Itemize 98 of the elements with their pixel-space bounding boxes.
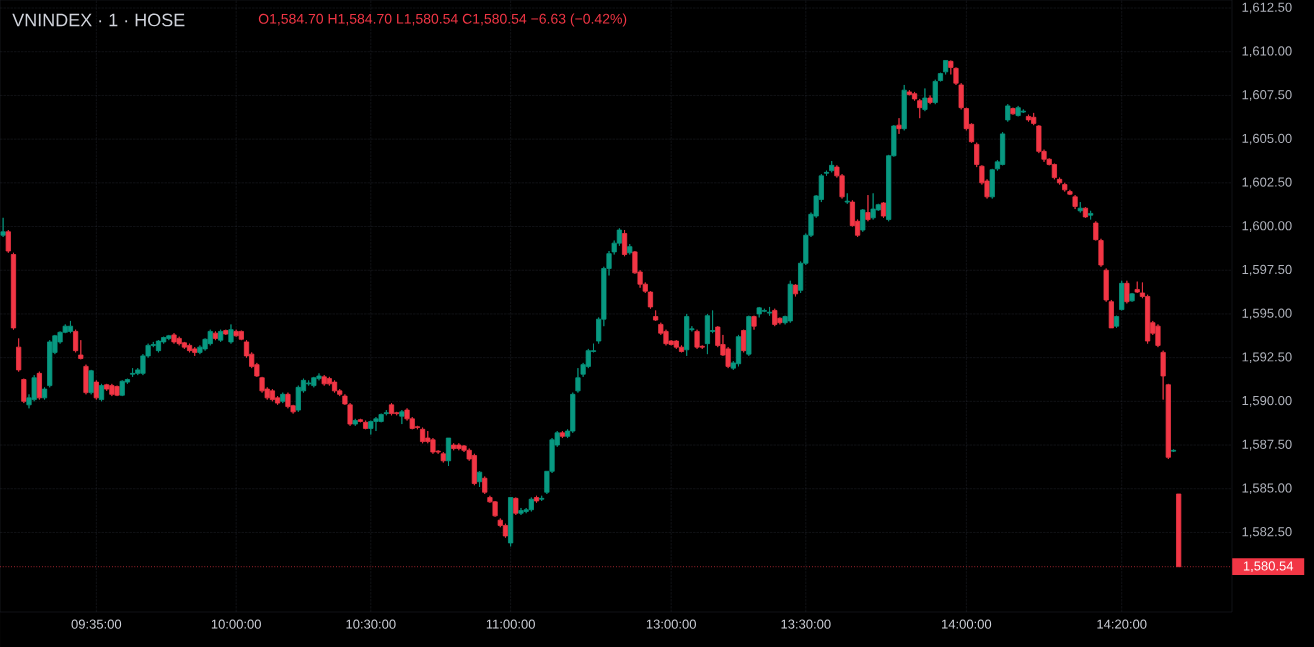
candlestick [922, 88, 928, 112]
candlestick [36, 371, 42, 400]
candlestick [41, 386, 48, 400]
candlestick [860, 208, 866, 233]
candlestick [1025, 114, 1032, 123]
candlestick [917, 98, 923, 119]
candlestick [21, 378, 27, 404]
y-tick-label: 1,600.00 [1242, 221, 1292, 232]
y-tick-label: 1,592.50 [1242, 352, 1292, 364]
candlestick [513, 497, 519, 516]
candlestick [559, 430, 565, 439]
candlestick [16, 338, 22, 373]
candlestick [751, 315, 757, 331]
x-tick-label: 10:30:00 [346, 619, 396, 629]
y-tick-label: 1,597.50 [1242, 264, 1292, 276]
candlestick [653, 310, 659, 322]
y-tick-label: 1,590.00 [1242, 395, 1292, 407]
candlestick [0, 217, 6, 238]
candlestick [78, 339, 84, 360]
ref-line-label: 1,580.54 [1243, 561, 1294, 573]
candlestick [368, 420, 374, 435]
y-tick-label: 1,607.50 [1242, 90, 1292, 101]
y-tick-label: 1,582.50 [1242, 527, 1292, 538]
candlestick [212, 331, 219, 341]
candlestick [539, 495, 545, 502]
candlestick [228, 324, 234, 345]
candlestick [399, 409, 405, 425]
candlestick [1170, 449, 1177, 453]
text: VNINDEX · 1 · HOSE [12, 13, 185, 27]
candlestick [445, 437, 452, 467]
candlestick [5, 229, 11, 254]
candlestick [792, 283, 799, 297]
candlestick [73, 329, 79, 353]
candlestick [1082, 206, 1089, 219]
y-tick-label: 1,612.50 [1242, 2, 1292, 14]
candlestick [943, 60, 949, 75]
candlestick [388, 402, 395, 416]
y-tick-label: 1,585.00 [1242, 483, 1292, 495]
candlestick [1108, 299, 1114, 329]
candlestick [476, 470, 483, 488]
x-tick-label: 14:00:00 [942, 619, 992, 629]
x-tick-label: 09:35:00 [71, 619, 122, 629]
candlestick [1113, 315, 1120, 329]
y-tick-label: 1,605.00 [1242, 133, 1292, 145]
candlestick [865, 194, 871, 222]
candlestick [772, 308, 778, 327]
candlestick [746, 315, 752, 357]
text: O1,584.70 H1,584.70 L1,580.54 C1,580.54 −6.63 (−0.42%) [258, 13, 627, 27]
candlestick [223, 329, 229, 336]
candlestick [901, 84, 907, 131]
candlestick [932, 79, 938, 105]
candlestick [896, 117, 902, 135]
candlestick [357, 418, 364, 423]
candlestick [1077, 201, 1083, 213]
y-tick-label: 1,610.00 [1242, 46, 1292, 58]
candlestick [844, 192, 850, 205]
candlestick [766, 306, 773, 317]
candlestick [621, 229, 628, 257]
candlestick [1056, 177, 1063, 185]
candlestick [352, 418, 358, 427]
y-tick-label: 1,602.50 [1242, 177, 1292, 189]
x-tick-label: 13:30:00 [781, 619, 831, 629]
candlestick [741, 329, 747, 353]
candlestick [93, 379, 99, 400]
y-tick-label: 1,587.50 [1242, 439, 1292, 451]
candlestick [1088, 210, 1094, 220]
x-tick-label: 14:20:00 [1097, 619, 1147, 629]
candlestick [363, 420, 369, 430]
candlestick [911, 91, 918, 102]
candlestick [1005, 103, 1011, 123]
candlestick [280, 392, 286, 404]
candlestick [880, 201, 887, 219]
candlestick [383, 409, 389, 416]
x-tick-label: 13:00:00 [646, 619, 696, 629]
candlestick [829, 160, 835, 173]
candlestick [482, 476, 488, 495]
candlestick [1010, 107, 1016, 116]
candlestick [88, 369, 94, 395]
candlestick [218, 329, 224, 343]
candlestick [823, 170, 830, 177]
candlestick [130, 367, 136, 378]
candlestick [1129, 292, 1135, 303]
candlestick [937, 72, 944, 82]
candlestick [533, 495, 540, 504]
x-tick-label: 11:00:00 [486, 619, 535, 629]
candlestick [1103, 268, 1109, 303]
candlestick [10, 252, 17, 331]
candlestick [1119, 280, 1125, 311]
candlestick [627, 243, 633, 255]
candlestick [1124, 280, 1130, 304]
candlestick [83, 364, 89, 395]
candlestick [927, 95, 933, 105]
candlestick [451, 442, 457, 451]
candlestick [98, 383, 105, 402]
y-tick-label: 1,595.00 [1242, 308, 1292, 320]
x-tick-label: 10:00:00 [211, 619, 261, 629]
candlestick [186, 343, 193, 353]
candlestick [508, 497, 514, 547]
